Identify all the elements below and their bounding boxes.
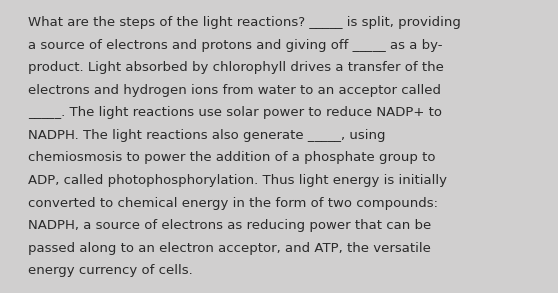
- Text: energy currency of cells.: energy currency of cells.: [28, 264, 193, 277]
- Text: _____. The light reactions use solar power to reduce NADP+ to: _____. The light reactions use solar pow…: [28, 106, 442, 119]
- Text: NADPH. The light reactions also generate _____, using: NADPH. The light reactions also generate…: [28, 129, 386, 142]
- Text: ADP, called photophosphorylation. Thus light energy is initially: ADP, called photophosphorylation. Thus l…: [28, 174, 447, 187]
- Text: NADPH, a source of electrons as reducing power that can be: NADPH, a source of electrons as reducing…: [28, 219, 431, 232]
- Text: electrons and hydrogen ions from water to an acceptor called: electrons and hydrogen ions from water t…: [28, 84, 441, 97]
- Text: a source of electrons and protons and giving off _____ as a by-: a source of electrons and protons and gi…: [28, 39, 442, 52]
- Text: product. Light absorbed by chlorophyll drives a transfer of the: product. Light absorbed by chlorophyll d…: [28, 61, 444, 74]
- Text: chemiosmosis to power the addition of a phosphate group to: chemiosmosis to power the addition of a …: [28, 151, 435, 164]
- Text: converted to chemical energy in the form of two compounds:: converted to chemical energy in the form…: [28, 197, 438, 209]
- Text: What are the steps of the light reactions? _____ is split, providing: What are the steps of the light reaction…: [28, 16, 461, 29]
- Text: passed along to an electron acceptor, and ATP, the versatile: passed along to an electron acceptor, an…: [28, 242, 431, 255]
